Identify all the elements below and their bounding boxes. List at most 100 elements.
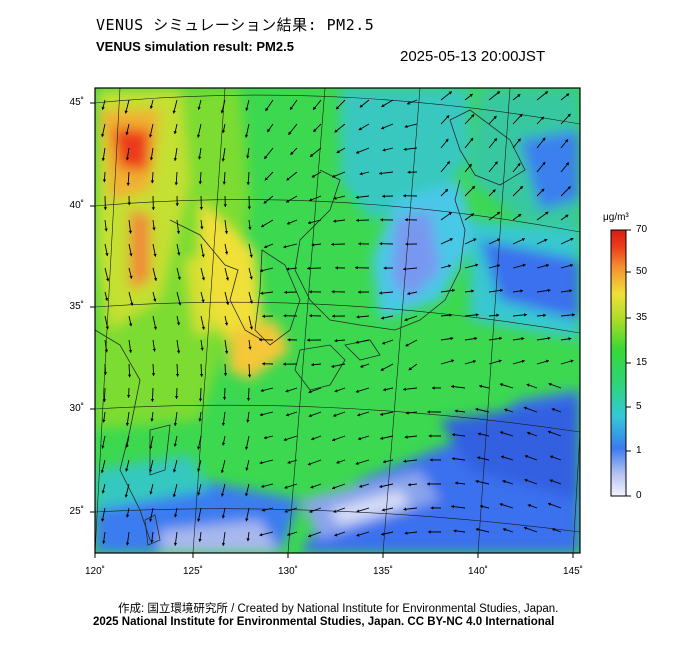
wind-arrowhead — [284, 509, 288, 513]
wind-arrowhead — [356, 533, 360, 537]
wind-arrowhead — [527, 503, 531, 508]
wind-arrowhead — [197, 492, 201, 496]
wind-arrowhead — [358, 290, 361, 294]
wind-arrowhead — [551, 407, 555, 412]
wind-arrowhead — [502, 528, 506, 532]
wind-arrowhead — [174, 182, 178, 186]
wind-arrowhead — [262, 314, 266, 318]
wind-arrowhead — [408, 367, 412, 371]
wind-arrowhead — [310, 485, 314, 489]
wind-arrowhead — [499, 502, 503, 507]
wind-arrowhead — [176, 322, 181, 326]
wind-arrowhead — [148, 469, 153, 473]
colorbar-tick-15: 15 — [636, 357, 648, 368]
wind-arrowhead — [287, 460, 291, 464]
wind-arrowhead — [357, 413, 361, 417]
colorbar-tick-5: 5 — [636, 401, 642, 412]
wind-arrowhead — [104, 349, 109, 353]
wind-arrowhead — [479, 384, 483, 389]
wind-arrowhead — [451, 457, 455, 461]
lon-label-120: 120˚ — [84, 566, 105, 577]
wind-arrowhead — [355, 340, 359, 344]
wind-arrowhead — [496, 313, 500, 317]
wind-arrowhead — [382, 148, 386, 152]
wind-arrowhead — [197, 446, 201, 450]
lon-label-140: 140˚ — [467, 566, 488, 577]
wind-arrowhead — [379, 171, 382, 176]
wind-arrowhead — [264, 177, 268, 181]
wind-arrowhead — [313, 128, 317, 132]
wind-arrowhead — [522, 263, 526, 268]
wind-arrowhead — [197, 468, 201, 472]
wind-arrowhead — [567, 186, 571, 190]
wind-arrowhead — [403, 194, 406, 198]
wind-arrowhead — [548, 382, 552, 387]
wind-arrowhead — [547, 502, 552, 506]
wind-arrowhead — [504, 408, 508, 412]
wind-arrowhead — [547, 288, 551, 293]
wind-arrowhead — [310, 153, 314, 157]
wind-arrowhead — [544, 238, 548, 242]
wind-arrowhead — [335, 266, 338, 270]
wind-arrowhead — [448, 91, 452, 95]
forecast-datetime: 2025-05-13 20:00JST — [400, 48, 546, 65]
title-japanese: VENUS シミュレーション結果: PM2.5 — [96, 16, 375, 34]
wind-arrowhead — [403, 147, 407, 151]
wind-arrowhead — [244, 493, 249, 497]
wind-arrowhead — [541, 188, 545, 192]
wind-arrowhead — [153, 253, 157, 257]
wind-arrowhead — [382, 194, 385, 198]
wind-arrowhead — [175, 203, 179, 206]
wind-arrowhead — [477, 456, 481, 460]
wind-arrowhead — [475, 527, 479, 532]
wind-arrowhead — [380, 367, 384, 371]
wind-arrowhead — [311, 243, 315, 247]
wind-arrowhead — [406, 101, 411, 105]
wind-arrowhead — [309, 198, 313, 202]
wind-arrowhead — [523, 526, 528, 530]
wind-arrowhead — [125, 468, 129, 472]
wind-arrowhead — [101, 106, 105, 110]
wind-arrowhead — [149, 491, 153, 495]
wind-arrowhead — [125, 422, 130, 426]
wind-arrowhead — [286, 267, 290, 271]
wind-arrowhead — [197, 156, 202, 160]
wind-arrowhead — [498, 359, 502, 363]
wind-arrowhead — [309, 314, 313, 318]
wind-arrowhead — [263, 435, 267, 440]
wind-arrowhead — [261, 508, 265, 512]
wind-arrowhead — [545, 263, 549, 268]
wind-arrowhead — [247, 206, 252, 210]
wind-arrowhead — [380, 412, 384, 416]
wind-arrowhead — [474, 336, 478, 341]
wind-arrowhead — [454, 409, 458, 413]
wind-arrowhead — [493, 138, 497, 142]
wind-arrowhead — [249, 276, 253, 280]
wind-arrowhead — [451, 288, 455, 293]
wind-arrowhead — [358, 127, 362, 131]
wind-arrowhead — [153, 298, 157, 302]
wind-arrowhead — [446, 161, 450, 165]
wind-arrowhead — [475, 479, 479, 484]
wind-arrowhead — [149, 446, 153, 450]
wind-arrowhead — [382, 341, 386, 345]
wind-arrowhead — [519, 113, 523, 118]
wind-arrowhead — [549, 479, 553, 483]
wind-arrowhead — [383, 459, 387, 464]
wind-arrowhead — [128, 323, 133, 327]
colorbar-ticks — [626, 229, 631, 497]
wind-arrowhead — [198, 398, 203, 402]
wind-arrowhead — [173, 157, 178, 161]
graticule — [95, 88, 580, 553]
wind-arrowhead — [290, 151, 294, 155]
wind-arrowhead — [334, 129, 338, 133]
wind-arrowhead — [307, 266, 310, 271]
wind-arrowhead — [259, 268, 263, 273]
axis-ticks — [90, 102, 574, 558]
wind-arrowhead — [244, 134, 249, 138]
wind-arrowhead — [429, 458, 433, 462]
wind-arrowhead — [448, 212, 452, 216]
wind-arrowhead — [102, 540, 106, 544]
wind-arrowhead — [201, 277, 206, 281]
wind-arrowhead — [568, 337, 572, 341]
